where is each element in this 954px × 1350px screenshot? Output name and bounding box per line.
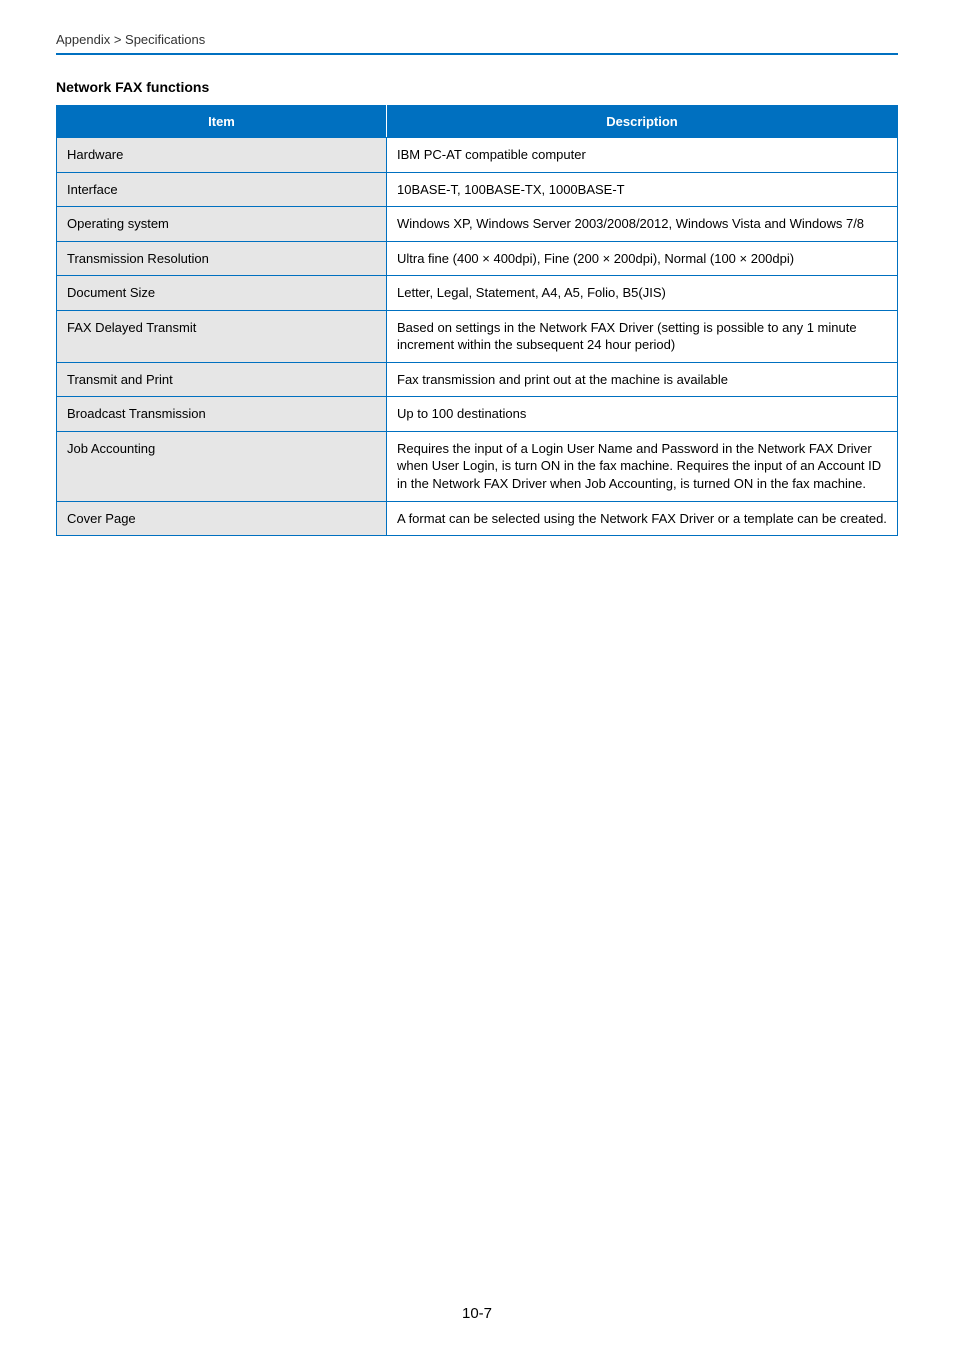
cell-description: IBM PC-AT compatible computer: [387, 138, 898, 173]
cell-description: Ultra fine (400 × 400dpi), Fine (200 × 2…: [387, 241, 898, 276]
cell-item: Transmission Resolution: [57, 241, 387, 276]
table-row: Cover Page A format can be selected usin…: [57, 501, 898, 536]
cell-description: Requires the input of a Login User Name …: [387, 431, 898, 501]
cell-item: Hardware: [57, 138, 387, 173]
cell-description: Windows XP, Windows Server 2003/2008/201…: [387, 207, 898, 242]
page-number: 10-7: [0, 1305, 954, 1322]
cell-description: 10BASE-T, 100BASE-TX, 1000BASE-T: [387, 172, 898, 207]
table-row: Interface 10BASE-T, 100BASE-TX, 1000BASE…: [57, 172, 898, 207]
col-header-item: Item: [57, 106, 387, 138]
cell-item: Broadcast Transmission: [57, 397, 387, 432]
table-row: Operating system Windows XP, Windows Ser…: [57, 207, 898, 242]
table-row: FAX Delayed Transmit Based on settings i…: [57, 310, 898, 362]
table-header-row: Item Description: [57, 106, 898, 138]
top-rule: [56, 53, 898, 55]
cell-item: Interface: [57, 172, 387, 207]
cell-description: Letter, Legal, Statement, A4, A5, Folio,…: [387, 276, 898, 311]
table-row: Hardware IBM PC-AT compatible computer: [57, 138, 898, 173]
section-title: Network FAX functions: [56, 79, 898, 95]
cell-description: Based on settings in the Network FAX Dri…: [387, 310, 898, 362]
cell-item: Transmit and Print: [57, 362, 387, 397]
cell-item: Job Accounting: [57, 431, 387, 501]
table-row: Transmit and Print Fax transmission and …: [57, 362, 898, 397]
page-container: Appendix > Specifications Network FAX fu…: [0, 0, 954, 1350]
cell-item: FAX Delayed Transmit: [57, 310, 387, 362]
table-row: Broadcast Transmission Up to 100 destina…: [57, 397, 898, 432]
cell-item: Cover Page: [57, 501, 387, 536]
col-header-description: Description: [387, 106, 898, 138]
spec-table: Item Description Hardware IBM PC-AT comp…: [56, 105, 898, 536]
cell-item: Operating system: [57, 207, 387, 242]
breadcrumb: Appendix > Specifications: [56, 32, 898, 47]
cell-description: Up to 100 destinations: [387, 397, 898, 432]
cell-description: Fax transmission and print out at the ma…: [387, 362, 898, 397]
cell-item: Document Size: [57, 276, 387, 311]
table-row: Transmission Resolution Ultra fine (400 …: [57, 241, 898, 276]
table-row: Document Size Letter, Legal, Statement, …: [57, 276, 898, 311]
cell-description: A format can be selected using the Netwo…: [387, 501, 898, 536]
table-row: Job Accounting Requires the input of a L…: [57, 431, 898, 501]
